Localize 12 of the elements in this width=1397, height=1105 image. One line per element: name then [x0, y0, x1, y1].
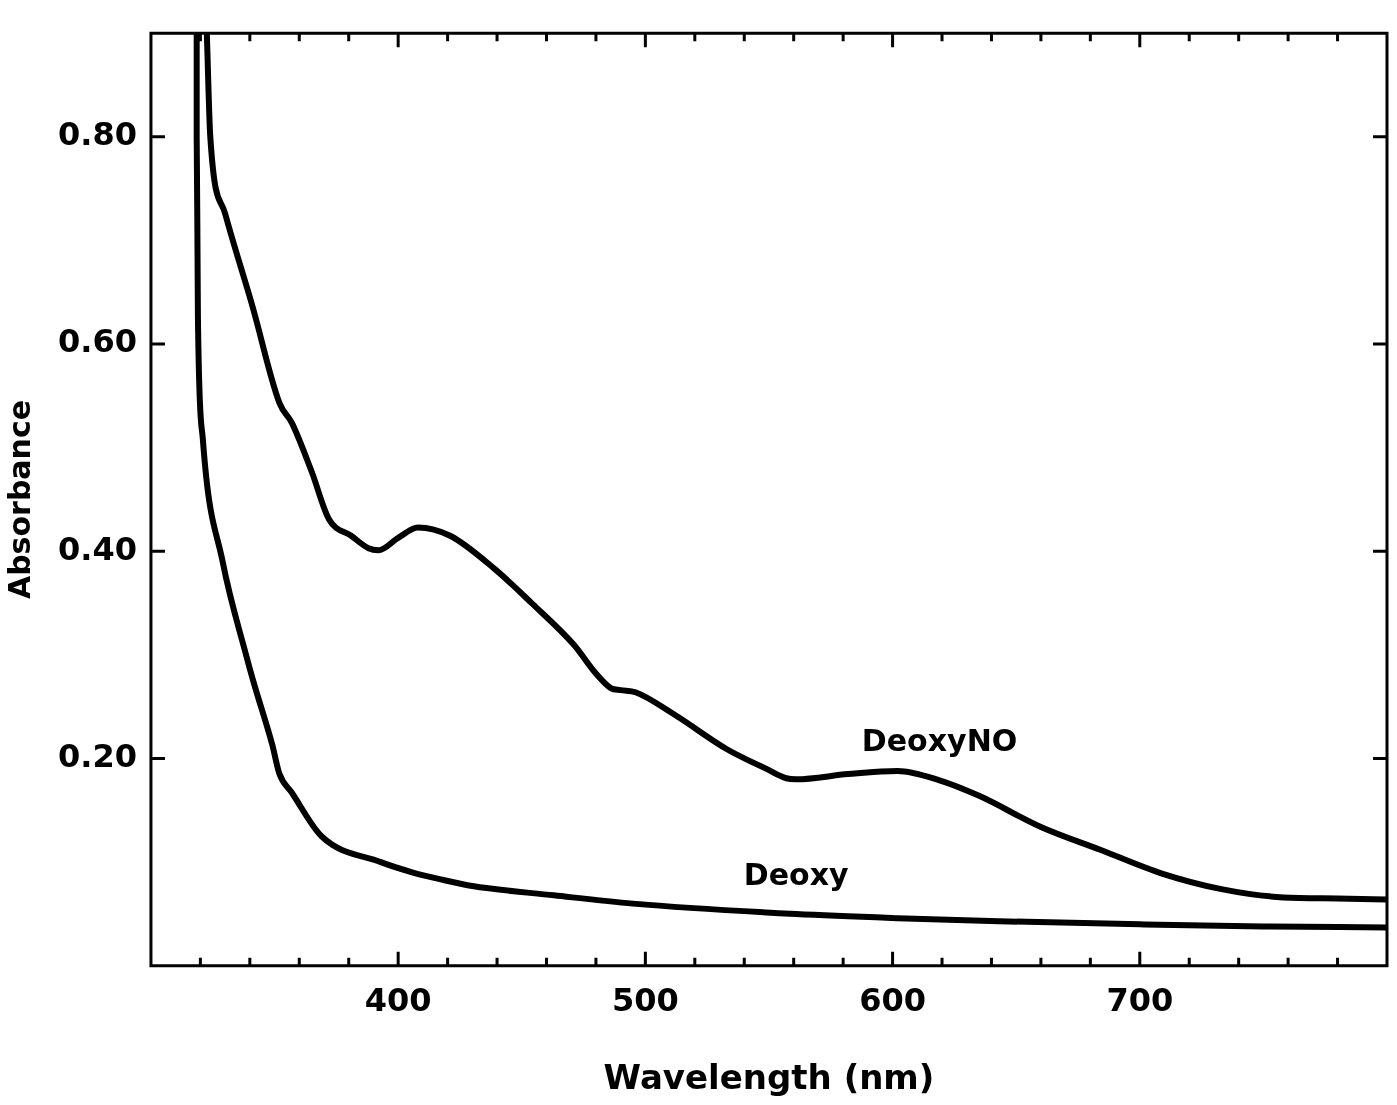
- series-label: Deoxy: [743, 856, 849, 892]
- x-tick-label: 700: [1106, 981, 1174, 1020]
- y-tick-label: 0.20: [58, 736, 137, 775]
- series-label: DeoxyNO: [861, 723, 1018, 759]
- x-tick-label: 500: [611, 981, 679, 1020]
- x-axis-title: Wavelength (nm): [603, 1057, 935, 1098]
- y-tick-label: 0.60: [58, 322, 137, 361]
- x-tick-label: 400: [364, 981, 432, 1020]
- x-tick-label: 600: [859, 981, 926, 1020]
- y-axis-title: Absorbance: [1, 399, 37, 600]
- y-tick-label: 0.40: [58, 529, 137, 568]
- y-tick-label: 0.80: [58, 115, 137, 154]
